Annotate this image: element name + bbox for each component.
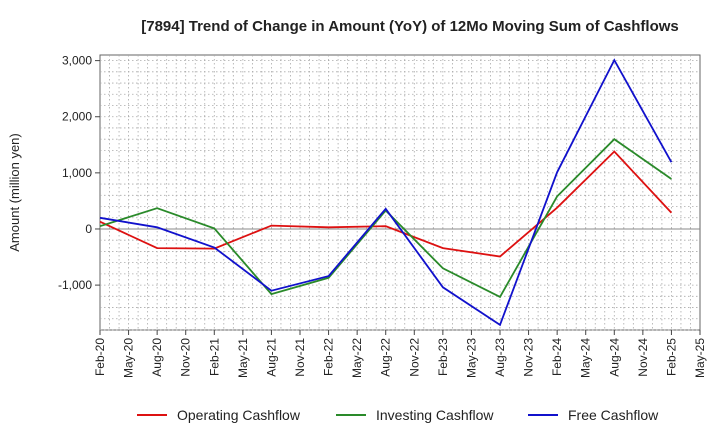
x-tick-label: Feb-21 (207, 338, 221, 376)
x-tick-label: Nov-22 (407, 338, 421, 377)
x-tick-label: Nov-20 (179, 338, 193, 377)
x-tick-label: Nov-21 (293, 338, 307, 377)
x-tick-label: Aug-23 (493, 338, 507, 377)
x-tick-label: Aug-20 (150, 338, 164, 377)
y-gridlines (100, 60, 700, 331)
x-tick-label: May-23 (464, 338, 478, 378)
x-tick-label: Nov-24 (636, 338, 650, 377)
x-tick-label: Feb-20 (93, 338, 107, 376)
y-tick-label: 2,000 (62, 110, 92, 124)
x-tick-label: Feb-24 (550, 338, 564, 376)
x-axis-ticks: Feb-20 May-20 Aug-20 Nov-20 Feb-21 May-21 Aug-… (93, 330, 707, 378)
x-tick-label: Feb-23 (436, 338, 450, 376)
chart-title: [7894] Trend of Change in Amount (YoY) o… (141, 18, 679, 35)
plot-area (99, 54, 701, 331)
series-line-investing-cashflow (99, 138, 672, 299)
y-axis-label: Amount (million yen) (7, 133, 22, 252)
legend-label: Investing Cashflow (376, 407, 494, 423)
x-tick-label: May-25 (693, 338, 707, 378)
x-tick-label: May-20 (122, 338, 136, 378)
x-tick-label: Feb-25 (664, 338, 678, 376)
x-tick-label: May-22 (350, 338, 364, 378)
y-tick-label: 3,000 (62, 54, 92, 68)
y-tick-label: -1,000 (58, 278, 92, 292)
x-tick-label: Aug-24 (607, 338, 621, 377)
x-tick-label: May-24 (579, 338, 593, 378)
x-tick-label: Aug-22 (379, 338, 393, 377)
x-tick-label: Feb-22 (322, 338, 336, 376)
x-tick-label: Nov-23 (522, 338, 536, 377)
series-line-operating-cashflow (99, 150, 673, 258)
series-line-free-cashflow (99, 58, 673, 327)
x-tick-label: Aug-21 (264, 338, 278, 377)
y-axis-ticks: 3,000 2,000 1,000 0 -1,000 (58, 54, 100, 292)
legend-label: Free Cashflow (568, 407, 659, 423)
legend-label: Operating Cashflow (177, 407, 301, 423)
series-lines (99, 58, 673, 327)
x-tick-label: May-21 (236, 338, 250, 378)
y-tick-label: 1,000 (62, 166, 92, 180)
legend: Operating Cashflow Investing Cashflow Free… (137, 407, 659, 423)
y-tick-label: 0 (85, 222, 92, 236)
